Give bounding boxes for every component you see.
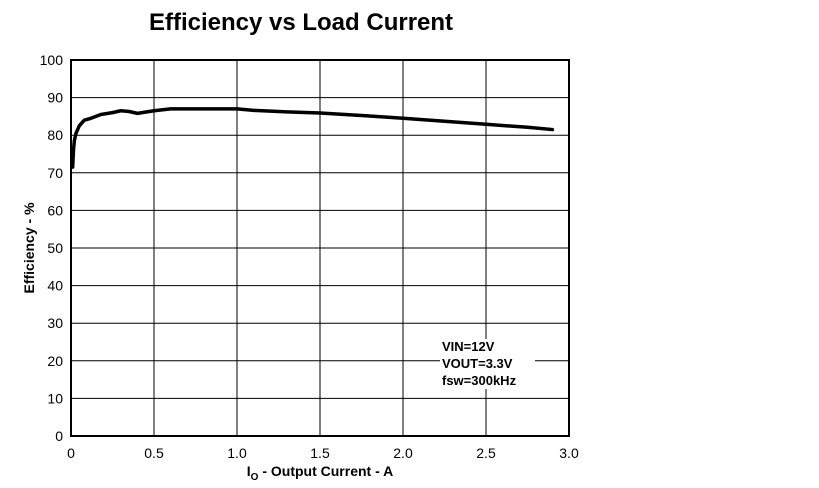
y-axis-label: Efficiency - %	[21, 202, 37, 294]
y-tick-label: 70	[47, 165, 63, 181]
y-tick-label: 100	[40, 52, 64, 68]
x-tick-label: 0.5	[144, 445, 164, 461]
chart-title: Efficiency vs Load Current	[149, 9, 453, 36]
annotation-vin: VIN=12V	[442, 339, 495, 354]
y-tick-label: 60	[47, 202, 63, 218]
y-tick-label: 80	[47, 127, 63, 143]
y-tick-label: 30	[47, 315, 63, 331]
x-axis-ticks: 0 0.5 1.0 1.5 2.0 2.5 3.0	[67, 445, 579, 461]
annotation-box: VIN=12V VOUT=3.3V fsw=300kHz	[440, 339, 535, 389]
x-tick-label: 2.0	[393, 445, 413, 461]
y-tick-label: 40	[47, 278, 63, 294]
y-tick-label: 90	[47, 90, 63, 106]
annotation-fsw: fsw=300kHz	[442, 373, 517, 388]
y-axis-ticks: 0 10 20 30 40 50 60 70 80 90 100	[40, 52, 64, 444]
x-tick-label: 1.5	[310, 445, 330, 461]
plot-frame	[70, 59, 570, 437]
x-axis-label: IO - Output Current - A	[247, 463, 393, 483]
x-axis-label-rest: - Output Current - A	[258, 463, 393, 479]
x-tick-label: 0	[67, 445, 75, 461]
y-tick-label: 20	[47, 353, 63, 369]
x-axis-label-main: I	[247, 463, 251, 479]
x-axis-label-subscript: O	[251, 472, 259, 483]
y-tick-label: 10	[47, 390, 63, 406]
x-tick-label: 2.5	[476, 445, 496, 461]
y-tick-label: 0	[55, 428, 63, 444]
x-tick-label: 1.0	[227, 445, 247, 461]
annotation-background	[440, 339, 535, 389]
annotation-vout: VOUT=3.3V	[442, 356, 513, 371]
y-tick-label: 50	[47, 240, 63, 256]
x-tick-label: 3.0	[559, 445, 579, 461]
efficiency-line	[70, 107, 555, 169]
